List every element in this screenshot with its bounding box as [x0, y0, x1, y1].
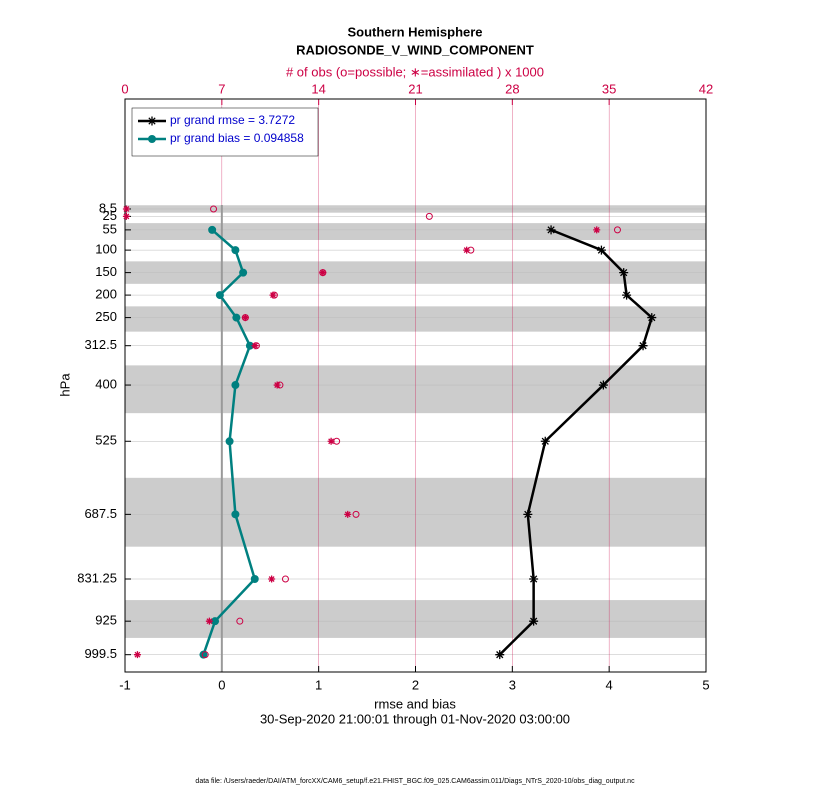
- asterisk-marker: [622, 290, 632, 300]
- asterisk-marker: [205, 617, 213, 625]
- y-axis-label: hPa: [57, 373, 72, 397]
- open-circle-marker: [210, 205, 218, 213]
- y-tick-label: 100: [95, 242, 117, 257]
- asterisk-marker: [241, 314, 249, 322]
- x-tick-label: 4: [606, 677, 613, 692]
- circle-marker: [239, 268, 248, 277]
- asterisk-marker: [344, 510, 352, 518]
- circle-marker: [250, 575, 259, 584]
- chart-subtitle: RADIOSONDE_V_WIND_COMPONENT: [296, 42, 534, 57]
- asterisk-marker: [619, 268, 629, 278]
- x-tick-label: 5: [702, 677, 709, 692]
- asterisk-marker: [529, 574, 539, 584]
- x-tick-label: 1: [315, 677, 322, 692]
- x2-tick-label: 28: [505, 81, 519, 96]
- circle-marker: [208, 225, 217, 234]
- asterisk-marker: [638, 341, 648, 351]
- asterisk-marker: [546, 225, 556, 235]
- asterisk-marker: [647, 313, 657, 323]
- circle-marker: [231, 246, 240, 255]
- asterisk-marker: [133, 651, 141, 659]
- open-circle-marker: [613, 226, 621, 234]
- open-circle-marker: [352, 510, 360, 518]
- y-tick-label: 150: [95, 264, 117, 279]
- x-axis-label: rmse and bias: [374, 696, 456, 711]
- x2-tick-label: 7: [218, 81, 225, 96]
- legend-label: pr grand rmse = 3.7272: [170, 113, 295, 127]
- x-tick-label: 2: [412, 677, 419, 692]
- x-tick-label: 0: [218, 677, 225, 692]
- asterisk-marker: [593, 226, 601, 234]
- y-tick-label: 831.25: [77, 570, 117, 585]
- circle-marker: [231, 510, 240, 519]
- x2-tick-label: 42: [699, 81, 713, 96]
- y-tick-label: 25: [103, 208, 117, 223]
- circle-marker: [211, 617, 220, 626]
- series-line: [498, 228, 654, 656]
- y-tick-label: 925: [95, 613, 117, 628]
- asterisk-marker: [268, 575, 276, 583]
- circle-marker: [245, 341, 254, 350]
- asterisk-marker: [269, 291, 277, 299]
- asterisk-marker: [523, 509, 533, 519]
- asterisk-marker: [319, 269, 327, 277]
- open-circle-marker: [236, 617, 244, 625]
- open-circle-marker: [201, 651, 209, 659]
- x2-tick-label: 14: [311, 81, 325, 96]
- y-tick-label: 525: [95, 433, 117, 448]
- legend-box: [131, 107, 319, 157]
- footer: data file: /Users/raeder/DAI/ATM_forcXX/…: [195, 778, 635, 785]
- asterisk-marker: [122, 205, 130, 213]
- asterisk-marker: [529, 616, 539, 626]
- circle-marker: [231, 381, 240, 390]
- circle-marker: [199, 650, 208, 659]
- circle-marker: [225, 437, 234, 446]
- y-tick-label: 687.5: [84, 506, 117, 521]
- asterisk-marker: [122, 212, 130, 220]
- legend-marker: [147, 116, 157, 126]
- legend-label: pr grand bias = 0.094858: [170, 131, 304, 145]
- x2-tick-label: 0: [121, 81, 128, 96]
- x2-tick-label: 35: [602, 81, 616, 96]
- x-tick-label: 3: [509, 677, 516, 692]
- y-tick-label: 55: [103, 221, 117, 236]
- open-circle-marker: [281, 575, 289, 583]
- legend-marker: [148, 135, 156, 143]
- circle-marker: [232, 313, 241, 322]
- date-range: 30-Sep-2020 21:00:01 through 01-Nov-2020…: [260, 711, 570, 726]
- asterisk-marker: [273, 381, 281, 389]
- asterisk-marker: [540, 436, 550, 446]
- y-tick-label: 200: [95, 287, 117, 302]
- x2-tick-label: 21: [408, 81, 422, 96]
- asterisk-marker: [327, 437, 335, 445]
- asterisk-marker: [495, 650, 505, 660]
- circle-marker: [215, 291, 224, 300]
- chart-title: Southern Hemisphere: [347, 24, 482, 39]
- asterisk-marker: [598, 380, 608, 390]
- y-tick-label: 250: [95, 309, 117, 324]
- y-tick-label: 312.5: [84, 337, 117, 352]
- x2-axis-label: # of obs (o=possible; ∗=assimilated ) x …: [286, 64, 544, 79]
- y-tick-label: 999.5: [84, 646, 117, 661]
- y-tick-label: 8.5: [99, 200, 117, 215]
- x-tick-label: -1: [119, 677, 131, 692]
- plot-frame: [124, 98, 707, 673]
- y-tick-label: 400: [95, 376, 117, 391]
- asterisk-marker: [251, 342, 259, 350]
- asterisk-marker: [463, 246, 471, 254]
- open-circle-marker: [425, 212, 433, 220]
- asterisk-marker: [596, 245, 606, 255]
